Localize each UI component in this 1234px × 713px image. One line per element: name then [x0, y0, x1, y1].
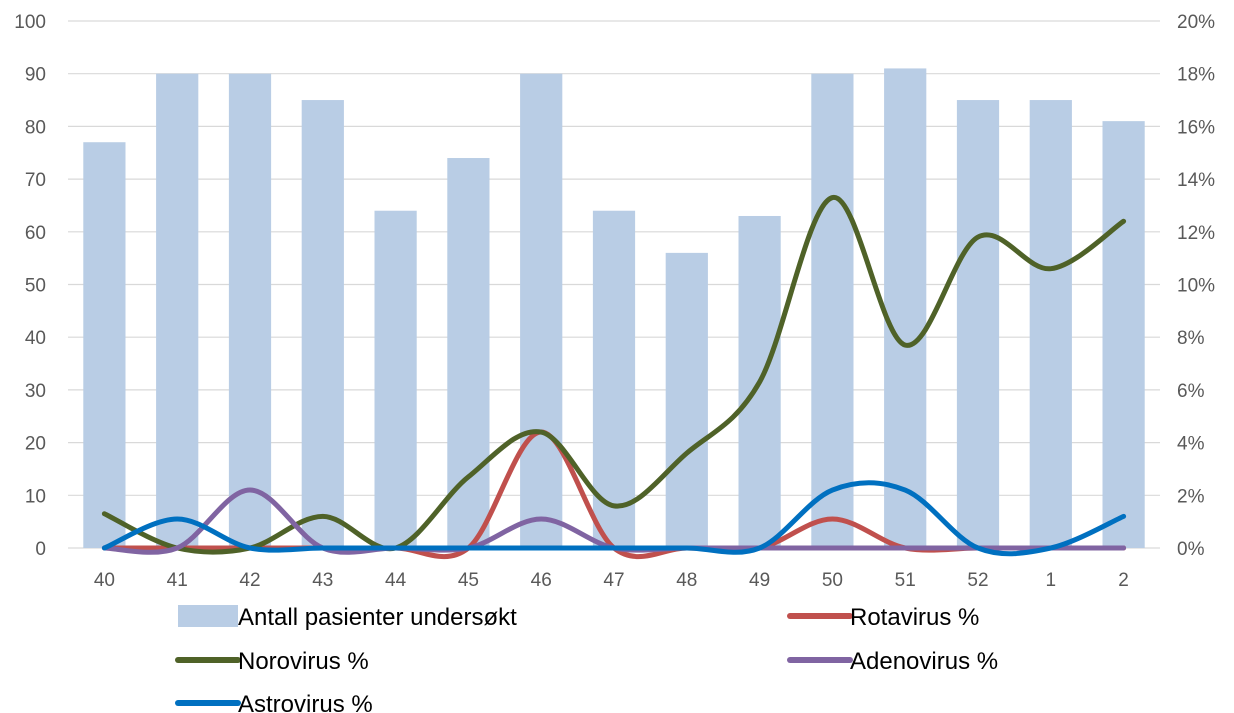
legend-label-astrovirus: Astrovirus % [238, 691, 373, 713]
y-left-tick-label: 100 [14, 12, 46, 33]
y-right-tick-label: 18% [1177, 65, 1215, 86]
bar-43 [301, 100, 344, 549]
y-right-tick-label: 2% [1177, 486, 1205, 507]
legend-label-adenovirus: Adenovirus % [850, 648, 998, 675]
y-left-tick-label: 50 [25, 276, 46, 297]
bar-50 [811, 73, 854, 548]
x-tick-label: 44 [385, 570, 407, 591]
legend: Antall pasienter undersøkt Rotavirus % Nor… [175, 604, 998, 713]
x-tick-label: 45 [458, 570, 479, 591]
bar-45 [447, 158, 490, 548]
bar-47 [592, 210, 636, 548]
y-right-tick-label: 14% [1177, 170, 1215, 191]
legend-label-rotavirus: Rotavirus % [850, 604, 979, 631]
bar-1 [1029, 100, 1072, 549]
x-tick-label: 1 [1046, 570, 1057, 591]
y-left-tick-label: 0 [35, 539, 46, 560]
y-right-tick-label: 8% [1177, 328, 1205, 349]
y-left-tick-label: 20 [25, 434, 46, 455]
bar-48 [665, 252, 708, 548]
line-series [101, 195, 1127, 560]
y-left-tick-label: 40 [25, 328, 46, 349]
y-right-tick-label: 10% [1177, 276, 1215, 297]
adenovirus-line [101, 487, 1127, 555]
x-tick-label: 40 [94, 570, 115, 591]
bar-42 [228, 73, 272, 548]
bar-2 [1102, 121, 1145, 548]
x-axis: 40 41 42 43 44 45 46 47 48 49 50 51 52 1 2 [94, 570, 1129, 591]
legend-swatch-antall-pasienter-unders-kt [178, 605, 238, 627]
legend-label-norovirus: Norovirus % [238, 648, 369, 675]
x-tick-label: 47 [603, 570, 624, 591]
y-right-tick-label: 20% [1177, 12, 1215, 33]
bar-series [83, 68, 1145, 549]
x-tick-label: 2 [1118, 570, 1129, 591]
x-tick-label: 50 [822, 570, 843, 591]
bar-52 [956, 100, 1000, 549]
norovirus-line [101, 195, 1127, 555]
x-tick-label: 51 [895, 570, 916, 591]
x-tick-label: 41 [167, 570, 188, 591]
bar-40 [83, 142, 126, 548]
y-left-tick-label: 90 [25, 65, 46, 86]
y-left-tick-label: 10 [25, 486, 46, 507]
y-left-tick-label: 60 [25, 223, 46, 244]
legend-label-antall-pasienter-unders-kt: Antall pasienter undersøkt [238, 604, 517, 631]
bar-44 [374, 210, 417, 548]
x-tick-label: 46 [531, 570, 552, 591]
y-right-tick-label: 16% [1177, 117, 1215, 138]
x-tick-label: 42 [239, 570, 260, 591]
y-right-tick-label: 12% [1177, 223, 1215, 244]
bar-41 [156, 73, 199, 548]
y-left-tick-label: 70 [25, 170, 46, 191]
y-axis-right: 0% 2% 4% 6% 8% 10% 12% 14% 16% 18% 20% [1177, 12, 1215, 560]
x-tick-label: 52 [967, 570, 988, 591]
y-right-tick-label: 0% [1177, 539, 1205, 560]
y-right-tick-label: 4% [1177, 434, 1205, 455]
x-tick-label: 49 [749, 570, 770, 591]
bar-46 [520, 73, 563, 548]
y-right-tick-label: 6% [1177, 381, 1205, 402]
astrovirus-line [101, 480, 1127, 557]
x-tick-label: 43 [312, 570, 333, 591]
bar-51 [884, 68, 927, 549]
y-left-tick-label: 80 [25, 117, 46, 138]
y-axis-left: 0 10 20 30 40 50 60 70 80 90 100 [14, 12, 46, 560]
x-tick-label: 48 [676, 570, 697, 591]
y-left-tick-label: 30 [25, 381, 46, 402]
